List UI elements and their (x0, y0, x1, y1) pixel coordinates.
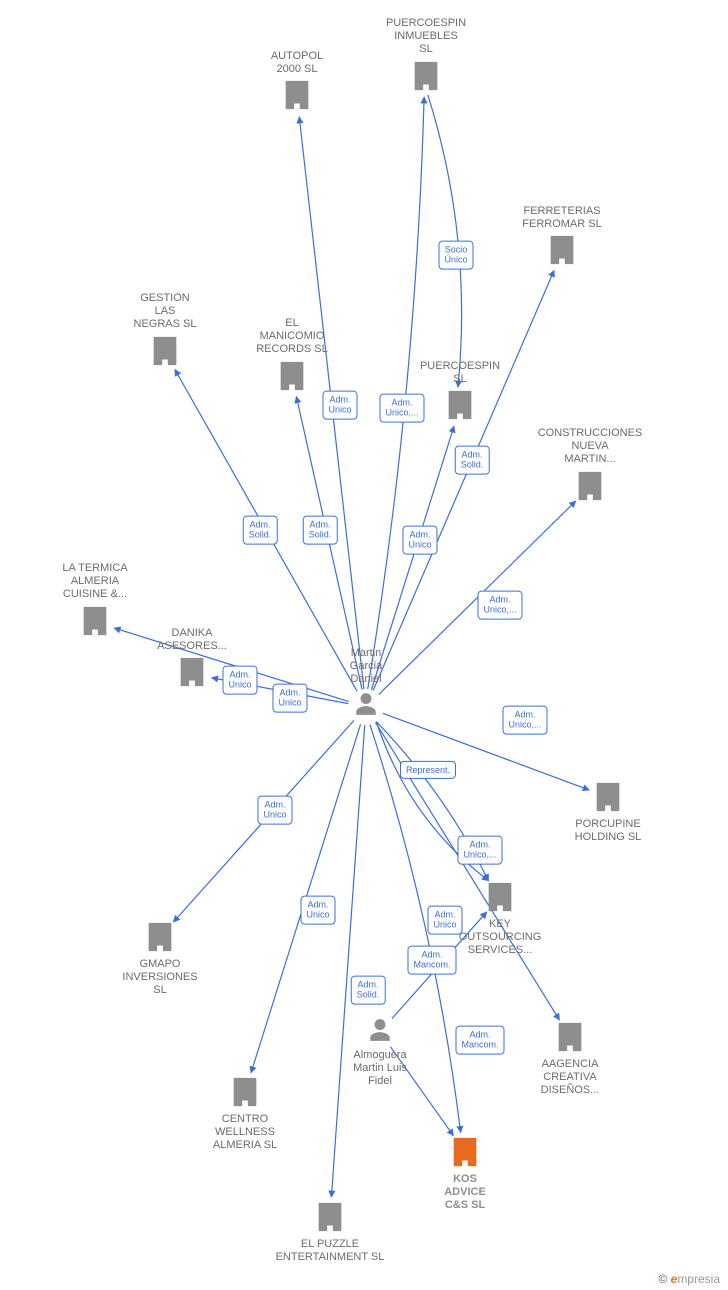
node-manicomio[interactable]: ELMANICOMIORECORDS SL (232, 317, 352, 393)
edge-label-14: Adm.Unico (427, 906, 462, 935)
brand-rest: mpresia (677, 1272, 720, 1286)
building-icon (548, 780, 668, 814)
edge-label-11: Adm.Unico,... (457, 836, 502, 865)
footer-attribution: © empresia (658, 1272, 720, 1286)
edge-label-6: Adm.Unico (402, 526, 437, 555)
edge-label-0: Adm.Unico (322, 391, 357, 420)
node-ferremar[interactable]: FERRETERIASFERROMAR SL (502, 205, 622, 267)
node-label: CENTROWELLNESSALMERIA SL (185, 1113, 305, 1153)
person-icon (306, 689, 426, 719)
node-gestion[interactable]: GESTIONLASNEGRAS SL (105, 292, 225, 368)
node-label: AlmogueraMartin LuisFidel (320, 1049, 440, 1089)
edge-label-17: Adm.Solid. (351, 976, 386, 1005)
person-icon (320, 1015, 440, 1045)
edge-label-8: Adm.Unico (222, 666, 257, 695)
edge-label-12: Represent. (400, 761, 456, 779)
building-icon (502, 233, 622, 267)
edge-label-18: Adm.Mancom. (455, 1026, 504, 1055)
building-icon (530, 469, 650, 503)
building-icon (270, 1200, 390, 1234)
node-label: PUERCOESPININMUEBLESSL (366, 17, 486, 57)
node-label: AAGENCIACREATIVADISEÑOS... (510, 1058, 630, 1098)
node-puerco_inm[interactable]: PUERCOESPININMUEBLESSL (366, 17, 486, 93)
node-label: DANIKAASESORES... (132, 627, 252, 653)
edge-martin-puzzle (331, 725, 364, 1197)
copyright-symbol: © (658, 1272, 667, 1286)
node-label: CONSTRUCCIONESNUEVAMARTIN... (530, 427, 650, 467)
node-label: EL PUZZLEENTERTAINMENT SL (270, 1238, 390, 1264)
node-label: FERRETERIASFERROMAR SL (502, 205, 622, 231)
edge-label-4: Adm.Solid. (243, 516, 278, 545)
edge-label-3: Adm.Solid. (455, 446, 490, 475)
node-almoguera[interactable]: AlmogueraMartin LuisFidel (320, 1015, 440, 1089)
edge-label-7: Adm.Unico,... (477, 591, 522, 620)
node-construc[interactable]: CONSTRUCCIONESNUEVAMARTIN... (530, 427, 650, 503)
node-label: PUERCOESPINSL (400, 360, 520, 386)
node-gmapo[interactable]: GMAPOINVERSIONESSL (100, 920, 220, 998)
node-label: GESTIONLASNEGRAS SL (105, 292, 225, 332)
node-wellness[interactable]: CENTROWELLNESSALMERIA SL (185, 1075, 305, 1153)
node-label: ELMANICOMIORECORDS SL (232, 317, 352, 357)
edge-label-1: Adm.Unico,... (379, 394, 424, 423)
building-icon (510, 1020, 630, 1054)
building-icon (405, 1135, 525, 1169)
node-label: AUTOPOL2000 SL (237, 50, 357, 76)
building-icon (237, 78, 357, 112)
node-label: GMAPOINVERSIONESSL (100, 958, 220, 998)
node-label: MartinGarciaDaniel (306, 647, 426, 687)
node-label: KOSADVICEC&S SL (405, 1173, 525, 1213)
edge-label-15: Adm.Unico (300, 896, 335, 925)
edge-label-9: Adm.Unico (272, 684, 307, 713)
node-label: PORCUPINEHOLDING SL (548, 818, 668, 844)
node-puzzle[interactable]: EL PUZZLEENTERTAINMENT SL (270, 1200, 390, 1264)
edge-label-13: Adm.Unico (257, 796, 292, 825)
node-label: LA TERMICAALMERIACUISINE &... (35, 562, 155, 602)
node-aagencia[interactable]: AAGENCIACREATIVADISEÑOS... (510, 1020, 630, 1098)
building-icon (100, 920, 220, 954)
node-martin[interactable]: MartinGarciaDaniel (306, 647, 426, 719)
edge-label-16: Adm.Mancom. (407, 946, 456, 975)
edge-label-2: SocioÚnico (438, 241, 473, 270)
edge-martin-ferremar (373, 270, 554, 690)
building-icon (232, 359, 352, 393)
building-icon (366, 59, 486, 93)
node-autopol[interactable]: AUTOPOL2000 SL (237, 50, 357, 112)
edge-label-10: Adm.Unico,... (502, 706, 547, 735)
building-icon (185, 1075, 305, 1109)
node-porcupine[interactable]: PORCUPINEHOLDING SL (548, 780, 668, 844)
node-kos[interactable]: KOSADVICEC&S SL (405, 1135, 525, 1213)
edge-label-5: Adm.Solid. (303, 516, 338, 545)
building-icon (105, 334, 225, 368)
